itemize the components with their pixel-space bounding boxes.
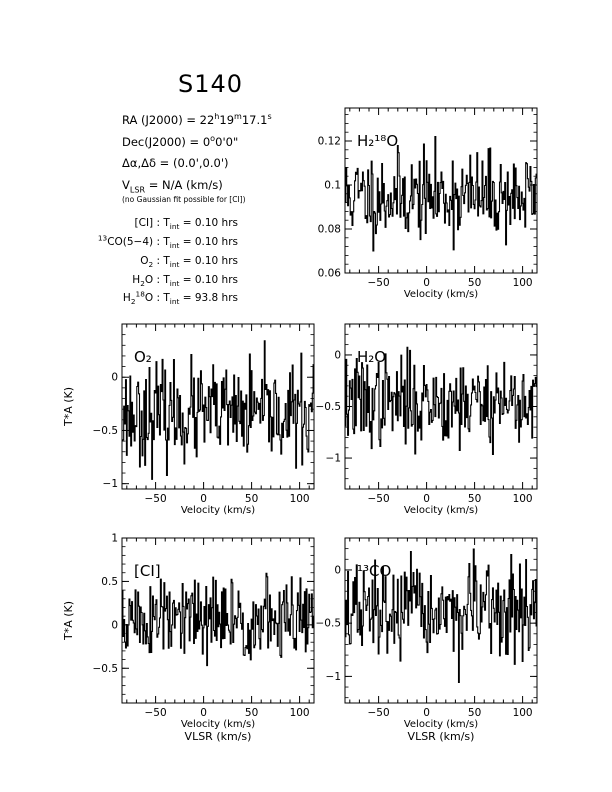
- ytick-label-h2o: −0.5: [316, 401, 342, 413]
- xaxis-label-o2: Velocity (km/s): [181, 505, 255, 516]
- panel-label-13co: ¹³CO: [357, 562, 391, 580]
- xtick-label-h218o: 50: [468, 277, 481, 289]
- dec-line: Dec(J2000) = 0o0'0": [122, 134, 239, 149]
- xtick-label-13co: −50: [368, 707, 390, 719]
- yaxis-label-ci: T*A (K): [62, 601, 75, 641]
- ytick-label-ci: −0.5: [93, 663, 119, 675]
- spectrum-line-h2o: [345, 346, 537, 456]
- ytick-label-ci: 1: [111, 533, 118, 545]
- xtick-label-ci: 0: [200, 707, 207, 719]
- xtick-label-o2: 50: [245, 493, 258, 505]
- dec-minutes: 0: [215, 135, 223, 149]
- xaxis-label-13co: Velocity (km/s): [404, 719, 478, 730]
- dec-seconds: 0: [225, 135, 233, 149]
- page-title: S140: [178, 70, 244, 98]
- ra-minutes: 19: [219, 113, 235, 127]
- xtick-label-h2o: 0: [423, 493, 430, 505]
- tint-ci: [CI] : Tint = 0.10 hrs: [134, 217, 238, 232]
- spectrum-line-h218o: [345, 136, 537, 252]
- plot-frame-h218o: [344, 107, 538, 274]
- ytick-label-ci: 0.5: [101, 576, 118, 588]
- panel-h2o: −50 0 50 100 −1 −0.5 0 H₂O Velocity (km/s): [316, 323, 538, 516]
- ytick-label-o2: 0: [111, 372, 118, 384]
- xtick-label-h218o: 100: [513, 277, 533, 289]
- ytick-label-13co: −0.5: [316, 618, 342, 630]
- ytick-label-13co: −1: [326, 671, 341, 683]
- xtick-label-h2o: 50: [468, 493, 481, 505]
- xtick-label-o2: 100: [290, 493, 310, 505]
- panel-o2: −50 0 50 100 −1 −0.5 0 O₂ Velocity (km/s) T*A (K): [62, 323, 315, 516]
- plot-frame-ci: [121, 537, 315, 704]
- xtick-label-h2o: 100: [513, 493, 533, 505]
- panel-label-h2o: H₂O: [357, 348, 386, 366]
- spectrum-line-13co: [345, 548, 537, 683]
- vlsr-line: VLSR = N/A (km/s): [122, 178, 223, 195]
- xtick-label-h2o: −50: [368, 493, 390, 505]
- xaxis-label2-ci: VLSR (km/s): [185, 730, 252, 743]
- yaxis-label-o2: T*A (K): [62, 387, 75, 427]
- panel-label-ci: [CI]: [134, 562, 161, 580]
- xtick-label-o2: −50: [145, 493, 167, 505]
- ra-line: RA (J2000) = 22h19m17.1s: [122, 112, 272, 127]
- xtick-label-13co: 100: [513, 707, 533, 719]
- ytick-label-h218o: 0.08: [318, 224, 341, 236]
- panel-ci: −50 0 50 100 −0.5 0 0.5 1 [CI] Velocity (km/s)VLS…: [62, 533, 315, 743]
- xtick-label-h218o: 0: [423, 277, 430, 289]
- ytick-label-h2o: −1: [326, 453, 341, 465]
- ra-seconds: 17.1: [241, 113, 268, 127]
- xaxis-label2-13co: VLSR (km/s): [408, 730, 475, 743]
- panel-13co: −50 0 50 100 −1 −0.5 0 ¹³CO Velocity (km/s)VLSR …: [316, 537, 538, 743]
- ra-hours: 22: [199, 113, 215, 127]
- vlsr-value: = N/A (km/s): [145, 178, 223, 192]
- xtick-label-ci: 50: [245, 707, 258, 719]
- ytick-label-h2o: 0: [334, 349, 341, 361]
- xtick-label-o2: 0: [200, 493, 207, 505]
- dec-label: Dec(J2000) =: [122, 135, 203, 149]
- ytick-label-o2: −0.5: [93, 425, 119, 437]
- ra-label: RA (J2000) =: [122, 113, 200, 127]
- ytick-label-h218o: 0.06: [318, 268, 342, 280]
- xtick-label-13co: 0: [423, 707, 430, 719]
- spectrum-line-o2: [122, 340, 314, 480]
- ytick-label-ci: 0: [111, 619, 118, 631]
- tint-13co: 13CO(5−4) : Tint = 0.10 hrs: [97, 233, 238, 251]
- plot-frame-13co: [344, 537, 538, 704]
- ytick-label-h218o: 0.1: [324, 180, 341, 192]
- offset-line: Δα,Δδ = (0.0',0.0'): [122, 156, 229, 170]
- ytick-label-h218o: 0.12: [318, 136, 341, 148]
- tint-h218o: H218O : Tint = 93.8 hrs: [122, 289, 238, 307]
- xaxis-label-h2o: Velocity (km/s): [404, 505, 478, 516]
- panel-h218o: −50 0 50 100 0.06 0.08 0.1 0.12 H₂¹⁸O Velocity (k…: [318, 107, 538, 300]
- dec-degrees: 0: [202, 135, 211, 149]
- xtick-label-h218o: −50: [368, 277, 390, 289]
- gaussian-note: (no Gaussian fit possible for [CI]): [122, 195, 246, 204]
- xaxis-label-h218o: Velocity (km/s): [404, 289, 478, 300]
- tint-o2: O2 : Tint = 0.10 hrs: [140, 255, 238, 270]
- xtick-label-ci: 100: [290, 707, 310, 719]
- ytick-label-o2: −1: [103, 478, 118, 490]
- tint-h2o: H2O : Tint = 0.10 hrs: [132, 274, 238, 289]
- spectrum-line-ci: [122, 572, 314, 667]
- xtick-label-ci: −50: [145, 707, 167, 719]
- panel-label-h218o: H₂¹⁸O: [357, 132, 398, 150]
- plot-frame-o2: [121, 323, 315, 490]
- xaxis-label-ci: Velocity (km/s): [181, 719, 255, 730]
- ytick-label-13co: 0: [334, 564, 341, 576]
- xtick-label-13co: 50: [468, 707, 481, 719]
- panel-label-o2: O₂: [134, 348, 152, 366]
